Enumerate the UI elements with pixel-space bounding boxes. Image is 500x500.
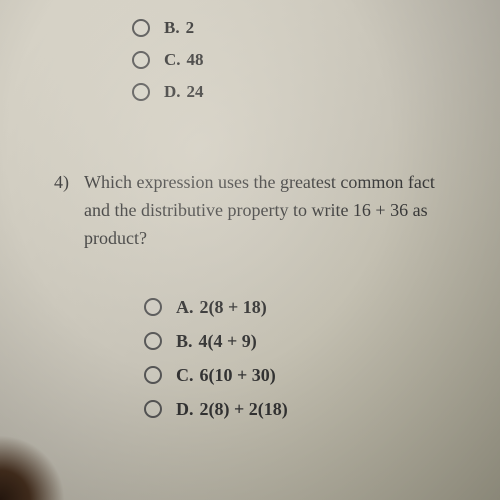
prev-option-c[interactable]: C. 48: [132, 44, 500, 76]
option-text: 4(4 + 9): [199, 331, 257, 352]
photo-corner-shadow: [0, 430, 70, 500]
option-text: 48: [187, 50, 204, 70]
option-letter: A.: [176, 297, 194, 318]
option-text: 2(8 + 18): [200, 297, 267, 318]
radio-icon: [144, 298, 162, 316]
option-text: 6(10 + 30): [200, 365, 276, 386]
option-letter: C.: [176, 365, 194, 386]
option-text: 2(8) + 2(18): [200, 399, 288, 420]
q4-option-d[interactable]: D. 2(8) + 2(18): [144, 392, 500, 426]
radio-icon: [132, 19, 150, 37]
q4-option-b[interactable]: B. 4(4 + 9): [144, 324, 500, 358]
option-letter: B.: [164, 18, 180, 38]
question-text: product?: [84, 224, 500, 252]
prev-option-b[interactable]: B. 2: [132, 12, 500, 44]
question-4: 4) Which expression uses the greatest co…: [54, 168, 500, 426]
radio-icon: [144, 332, 162, 350]
question-number: 4): [54, 168, 84, 196]
question-text: Which expression uses the greatest commo…: [84, 168, 500, 196]
option-text: 2: [186, 18, 195, 38]
question-line-2: and the distributive property to write 1…: [54, 196, 500, 224]
question-line-1: 4) Which expression uses the greatest co…: [54, 168, 500, 196]
option-letter: B.: [176, 331, 193, 352]
radio-icon: [144, 366, 162, 384]
worksheet-page: B. 2 C. 48 D. 24 4) Which expression use…: [0, 0, 500, 500]
q4-option-a[interactable]: A. 2(8 + 18): [144, 290, 500, 324]
radio-icon: [144, 400, 162, 418]
option-letter: C.: [164, 50, 181, 70]
question-line-3: product?: [54, 224, 500, 252]
option-letter: D.: [164, 82, 181, 102]
radio-icon: [132, 83, 150, 101]
radio-icon: [132, 51, 150, 69]
q4-option-c[interactable]: C. 6(10 + 30): [144, 358, 500, 392]
question-text: and the distributive property to write 1…: [84, 196, 500, 224]
option-letter: D.: [176, 399, 194, 420]
option-text: 24: [187, 82, 204, 102]
prev-option-d[interactable]: D. 24: [132, 76, 500, 108]
question-4-options: A. 2(8 + 18) B. 4(4 + 9) C. 6(10 + 30) D…: [54, 290, 500, 426]
